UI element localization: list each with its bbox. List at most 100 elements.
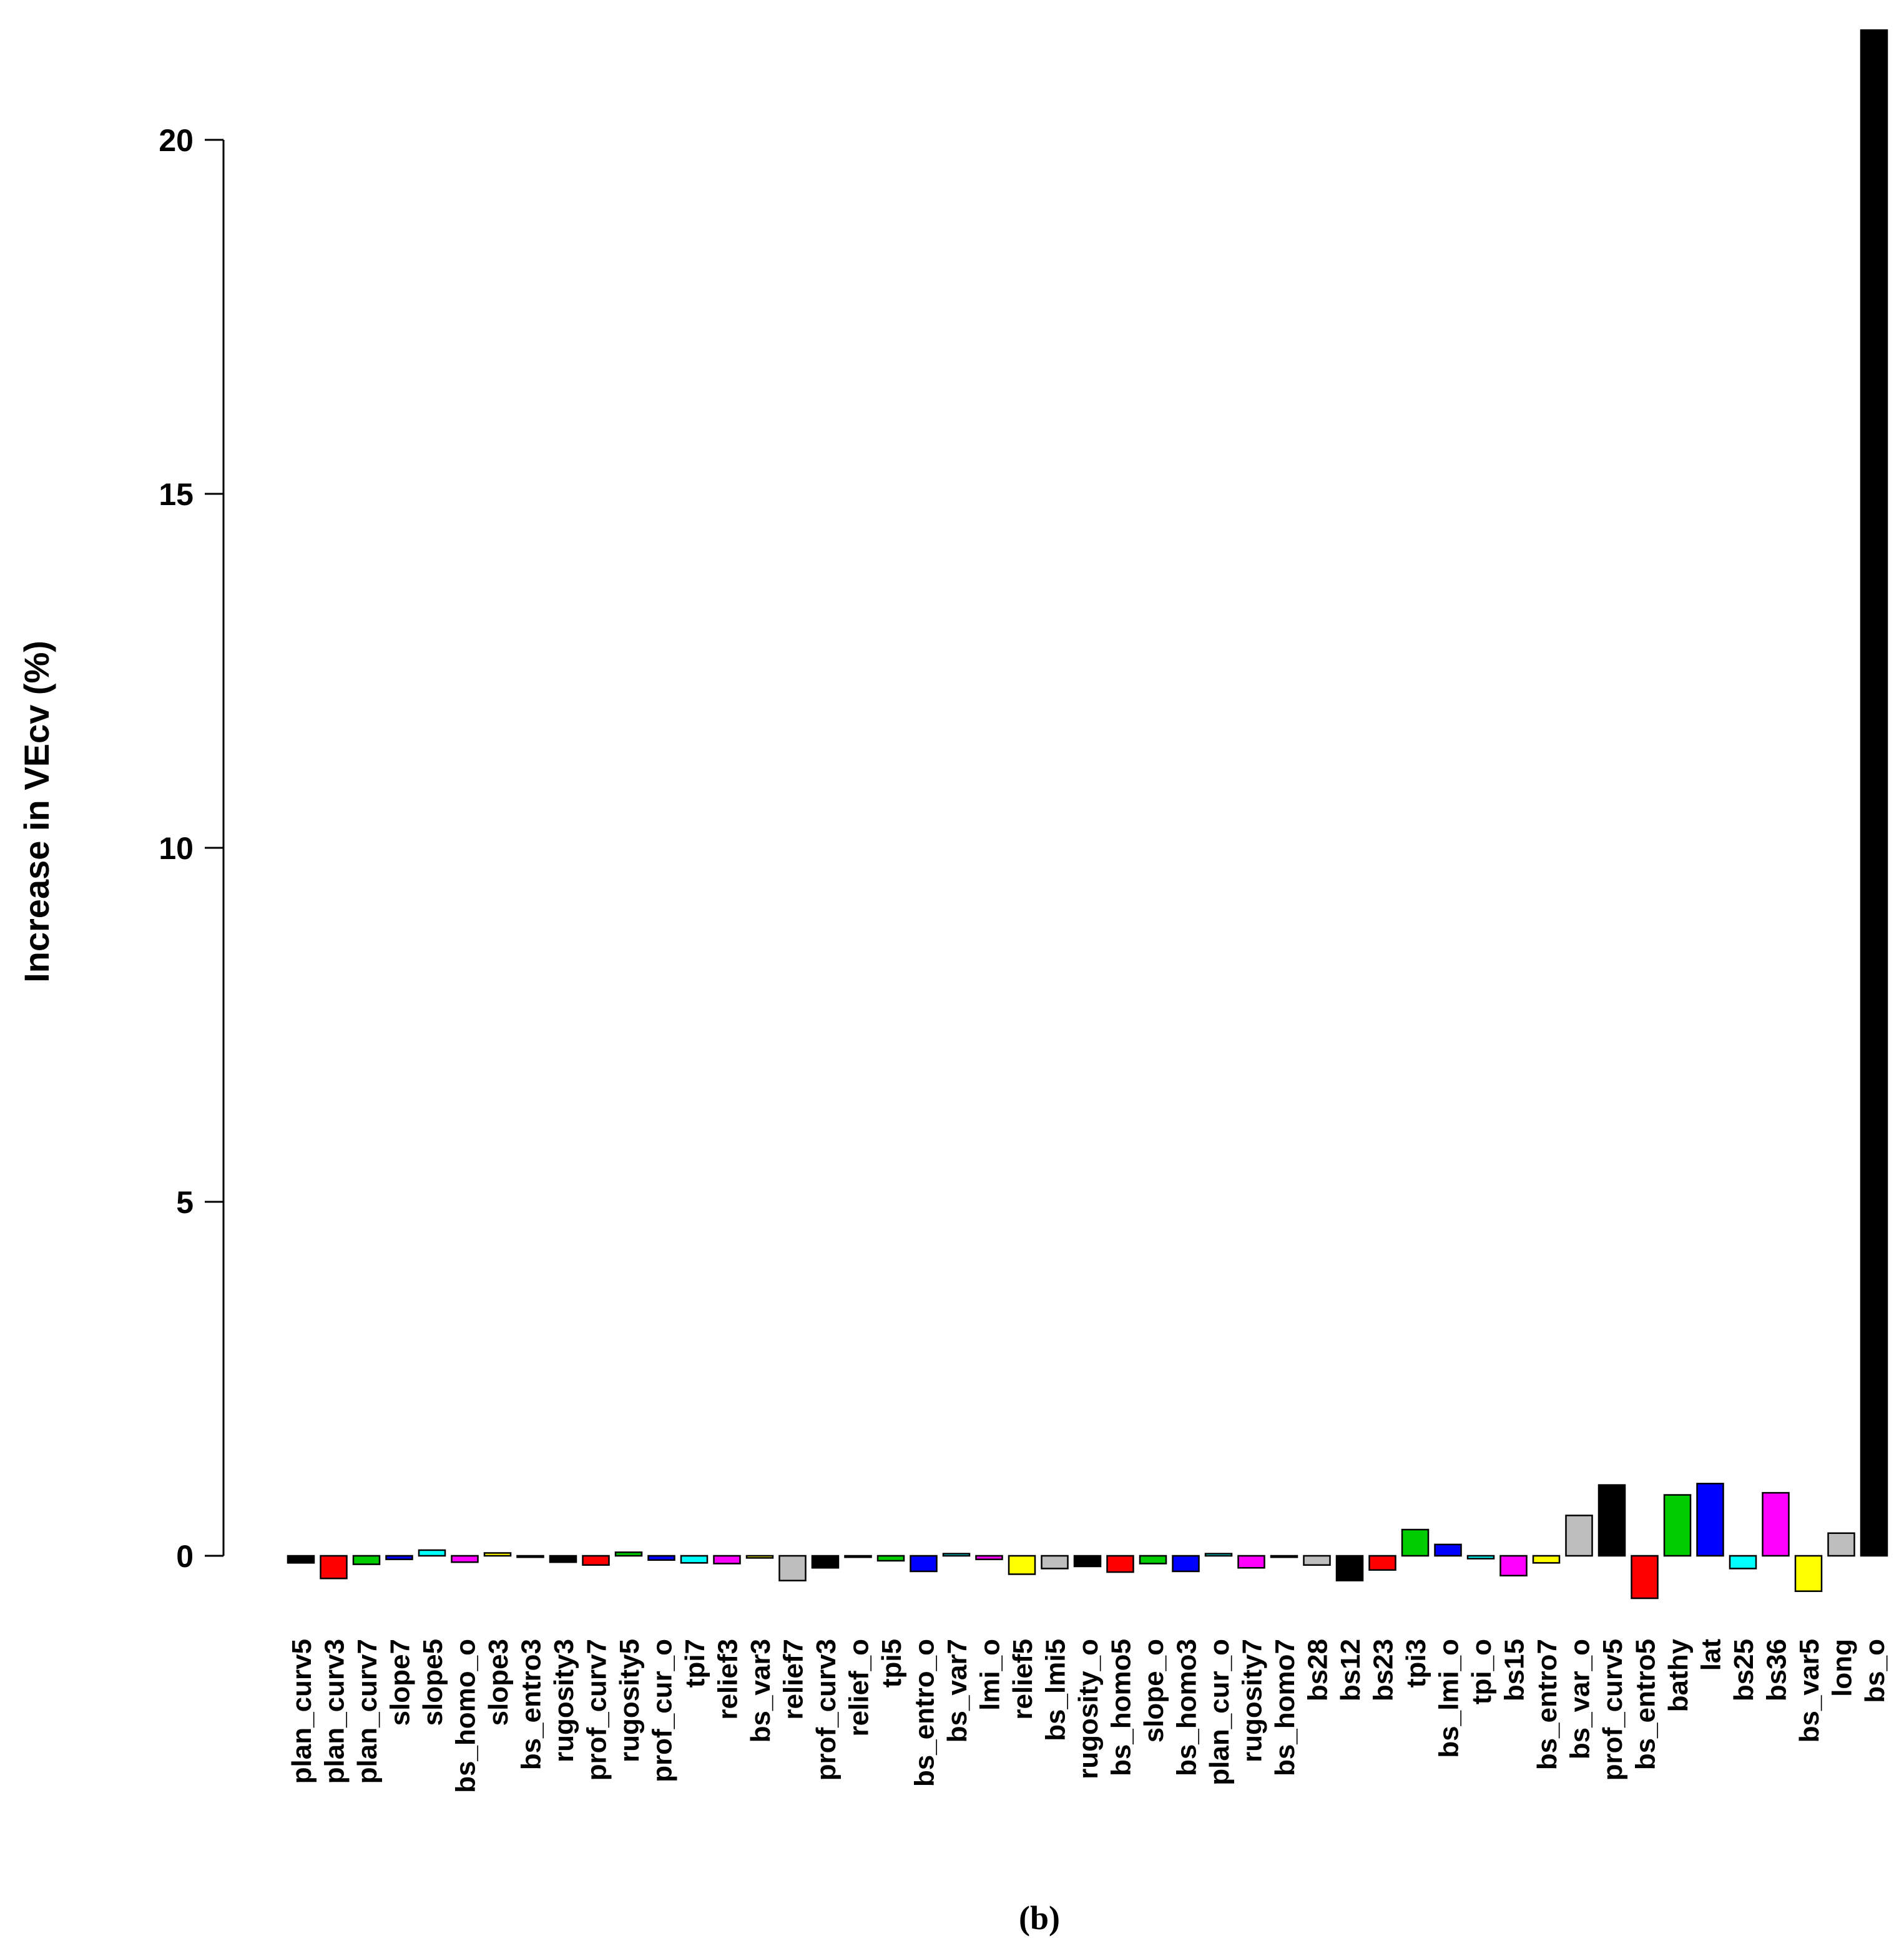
category-label: lmi_o — [975, 1639, 1006, 1711]
bar-bs_entro7 — [1532, 1555, 1561, 1564]
bar-plan_curv7 — [352, 1555, 381, 1565]
bar-lmi_o — [975, 1555, 1003, 1560]
category-label: tpi_o — [1466, 1639, 1497, 1704]
bar-relief7 — [778, 1555, 807, 1581]
bar-tpi7 — [680, 1555, 709, 1564]
category-label: prof_curv5 — [1597, 1639, 1628, 1781]
category-label: plan_cur_o — [1204, 1639, 1235, 1786]
category-label: rugosity7 — [1237, 1639, 1268, 1762]
bar-bs_homo_o — [451, 1555, 479, 1563]
y-tick-label: 20 — [159, 123, 194, 158]
bar-plan_curv5 — [287, 1555, 315, 1564]
category-label: rugosity_o — [1073, 1639, 1104, 1779]
category-label: bs_homo3 — [1172, 1639, 1202, 1776]
figure-caption: (b) — [1019, 1899, 1060, 1937]
bar-slope_o — [1139, 1555, 1167, 1565]
bar-tpi3 — [1401, 1528, 1430, 1557]
bar-bs_lmi5 — [1041, 1555, 1069, 1570]
bar-bs_var5 — [1794, 1555, 1823, 1592]
y-tick-label: 10 — [159, 831, 194, 866]
category-label: tpi3 — [1401, 1639, 1431, 1688]
category-label: slope7 — [385, 1639, 416, 1726]
y-axis-title: Increase in VEcv (%) — [17, 641, 56, 983]
bar-bs_var7 — [942, 1553, 971, 1557]
category-label: long — [1827, 1639, 1858, 1697]
bar-bs_entro3 — [516, 1555, 544, 1558]
bar-bs_entro_o — [910, 1555, 938, 1573]
category-label: prof_curv3 — [811, 1639, 842, 1781]
bar-rugosity7 — [1237, 1555, 1265, 1569]
category-label: bs_var7 — [942, 1639, 973, 1742]
bar-prof_curv5 — [1597, 1484, 1626, 1557]
category-label: bs25 — [1729, 1639, 1759, 1701]
category-label: bs_homo5 — [1106, 1639, 1137, 1776]
bar-bs_var_o — [1565, 1515, 1593, 1557]
bar-bs_var3 — [745, 1555, 774, 1559]
category-label: relief5 — [1008, 1639, 1038, 1720]
bar-relief5 — [1008, 1555, 1036, 1575]
category-label: bs_entro7 — [1532, 1639, 1563, 1770]
category-label: bs_lmi5 — [1041, 1639, 1071, 1741]
category-label: plan_curv5 — [287, 1639, 317, 1784]
bar-prof_curv3 — [811, 1555, 840, 1569]
bar-relief_o — [844, 1555, 872, 1558]
category-label: bs15 — [1499, 1639, 1530, 1701]
bar-bs_homo7 — [1270, 1555, 1298, 1558]
bar-bs_lmi_o — [1434, 1543, 1462, 1557]
bar-bs15 — [1499, 1555, 1528, 1577]
category-label: bs_entro3 — [516, 1639, 547, 1770]
category-label: slope3 — [483, 1639, 514, 1726]
bar-bs_homo5 — [1106, 1555, 1134, 1573]
category-label: bs_homo_o — [451, 1639, 481, 1793]
category-label: slope_o — [1139, 1639, 1169, 1742]
category-label: bathy — [1663, 1638, 1694, 1712]
category-label: bs_var_o — [1565, 1639, 1596, 1759]
category-labels: plan_curv5 plan_curv3 plan_curv7 slope7 slop… — [287, 1638, 1890, 1792]
bar-slope5 — [418, 1549, 446, 1557]
bar-slope7 — [385, 1555, 413, 1560]
bars — [287, 29, 1888, 1600]
bar-slope3 — [483, 1552, 512, 1557]
category-label: bs_var5 — [1794, 1639, 1825, 1742]
bar-plan_curv3 — [320, 1555, 348, 1580]
category-label: relief3 — [713, 1639, 743, 1720]
category-label: bs12 — [1335, 1639, 1366, 1701]
category-label: bs_entro_o — [910, 1639, 940, 1787]
category-label: prof_cur_o — [647, 1639, 678, 1782]
bar-plan_cur_o — [1204, 1553, 1233, 1557]
bar-bs25 — [1729, 1555, 1757, 1570]
category-label: prof_curv7 — [582, 1639, 612, 1781]
category-label: bs_entro5 — [1631, 1639, 1661, 1770]
y-axis: 0 5 10 15 20 — [159, 123, 225, 1574]
bar-bs28 — [1303, 1555, 1331, 1566]
category-label: rugosity3 — [549, 1639, 579, 1762]
category-label: bs36 — [1762, 1639, 1792, 1701]
bar-tpi5 — [876, 1555, 905, 1562]
category-label: bs_o — [1860, 1639, 1890, 1703]
y-tick-label: 5 — [176, 1185, 194, 1220]
bar-bs_o — [1860, 29, 1888, 1557]
category-label: tpi7 — [680, 1639, 710, 1688]
bar-tpi_o — [1466, 1555, 1495, 1560]
category-label: relief_o — [844, 1639, 875, 1737]
bar-bs12 — [1335, 1555, 1364, 1581]
category-label: plan_curv3 — [320, 1639, 350, 1784]
bar-lat — [1696, 1483, 1724, 1557]
bar-bs23 — [1368, 1555, 1396, 1571]
category-label: lat — [1696, 1639, 1727, 1671]
bar-long — [1827, 1532, 1855, 1557]
category-label: bs_homo7 — [1270, 1639, 1300, 1776]
category-label: relief7 — [778, 1639, 809, 1720]
category-label: rugosity5 — [614, 1639, 645, 1762]
category-label: plan_curv7 — [352, 1639, 383, 1784]
y-tick-label: 0 — [176, 1539, 194, 1574]
bar-prof_cur_o — [647, 1555, 675, 1561]
bar-bathy — [1663, 1494, 1692, 1557]
bar-relief3 — [713, 1555, 741, 1565]
category-label: bs28 — [1303, 1639, 1333, 1701]
category-label: tpi5 — [876, 1639, 907, 1688]
bar-rugosity3 — [549, 1555, 577, 1563]
bar-bs_homo3 — [1172, 1555, 1200, 1573]
category-label: bs23 — [1368, 1639, 1399, 1701]
